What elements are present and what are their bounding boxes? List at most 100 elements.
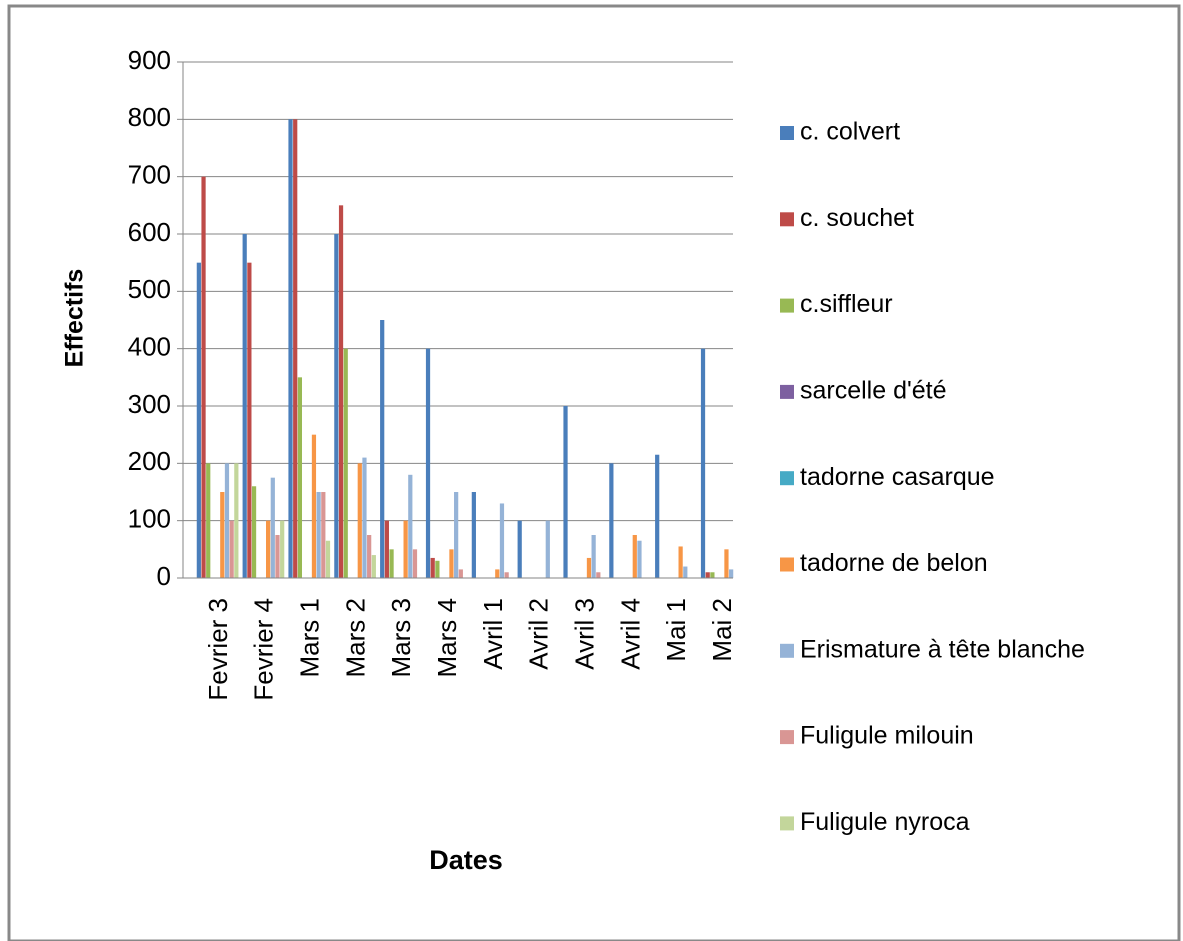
x-tick-label: Mars 1 xyxy=(294,598,324,677)
bar xyxy=(678,546,683,578)
x-axis-label: Dates xyxy=(429,845,503,875)
bar xyxy=(454,492,459,578)
bar xyxy=(591,535,596,578)
bar xyxy=(683,566,688,578)
bar xyxy=(297,377,303,578)
x-tick-label: Fevrier 4 xyxy=(249,598,279,701)
x-tick-label: Avril 3 xyxy=(569,598,599,670)
bar xyxy=(389,549,394,578)
legend-swatch xyxy=(780,212,794,227)
bar xyxy=(458,569,463,578)
bar xyxy=(321,492,326,578)
bar xyxy=(384,520,389,578)
bar xyxy=(471,492,476,578)
bar xyxy=(288,119,293,578)
bar xyxy=(316,492,321,578)
bar xyxy=(700,348,706,578)
y-axis-label: Effectifs xyxy=(61,269,89,368)
y-tick-label: 200 xyxy=(128,446,171,476)
bar xyxy=(325,540,331,578)
y-tick-label: 700 xyxy=(128,160,171,190)
bar xyxy=(504,572,509,578)
legend-label: Fuligule nyroca xyxy=(800,808,970,836)
bar xyxy=(247,262,252,578)
bar xyxy=(637,540,642,578)
bar xyxy=(724,549,729,578)
bar xyxy=(224,463,230,578)
y-tick-label: 300 xyxy=(128,389,171,419)
legend-swatch xyxy=(780,643,794,658)
x-tick-label: Mai 1 xyxy=(661,598,691,662)
y-tick-label: 600 xyxy=(128,217,171,247)
legend-label: c.siffleur xyxy=(800,290,893,318)
bar xyxy=(270,477,275,578)
bar xyxy=(729,569,734,578)
bar xyxy=(229,520,234,578)
legend-label: tadorne casarque xyxy=(800,463,995,491)
legend-label: c. souchet xyxy=(800,204,914,232)
bar xyxy=(293,119,298,578)
legend-label: Fuligule milouin xyxy=(800,722,974,750)
bar xyxy=(380,320,385,578)
bar xyxy=(338,205,344,579)
bar xyxy=(609,463,614,578)
bar xyxy=(371,555,376,578)
bar xyxy=(311,434,317,578)
bar xyxy=(206,463,211,578)
legend-swatch xyxy=(780,384,794,399)
bar xyxy=(343,348,348,578)
bar xyxy=(251,486,257,578)
x-tick-label: Avril 4 xyxy=(615,598,645,670)
frame xyxy=(7,4,1181,941)
bar xyxy=(275,535,280,578)
legend-swatch xyxy=(780,730,794,745)
bar xyxy=(495,569,500,578)
bar xyxy=(334,234,339,578)
bar xyxy=(357,463,362,578)
y-tick-label: 400 xyxy=(128,332,171,362)
legend-swatch xyxy=(780,298,794,313)
legend-swatch xyxy=(780,126,794,140)
x-tick-label: Mars 3 xyxy=(386,598,416,677)
y-tick-label: 0 xyxy=(157,561,171,591)
bar xyxy=(280,520,285,578)
legend-label: c. colvert xyxy=(800,118,900,146)
bar xyxy=(705,572,710,578)
bar xyxy=(266,520,271,578)
legend-label: Erismature à tête blanche xyxy=(800,635,1085,663)
x-tick-label: Fevrier 3 xyxy=(203,598,233,701)
x-tick-label: Mars 4 xyxy=(432,598,462,677)
bar xyxy=(201,176,206,578)
x-tick-label: Mai 2 xyxy=(707,598,737,662)
x-tick-label: Avril 1 xyxy=(478,598,508,670)
y-tick-label: 800 xyxy=(128,102,171,132)
bar xyxy=(499,503,505,578)
bar xyxy=(449,549,454,578)
bar xyxy=(367,535,372,578)
legend-swatch xyxy=(780,557,794,572)
x-tick-label: Avril 2 xyxy=(524,598,554,670)
bar xyxy=(517,520,522,578)
x-tick-label: Mars 2 xyxy=(340,598,370,677)
y-tick-label: 900 xyxy=(128,45,171,75)
legend-swatch xyxy=(780,471,794,486)
bar xyxy=(362,457,367,578)
bar xyxy=(425,348,431,578)
bar xyxy=(563,406,568,578)
bar xyxy=(408,474,413,578)
y-tick-label: 500 xyxy=(128,274,171,304)
bar xyxy=(655,454,660,578)
bar xyxy=(234,463,239,578)
bar xyxy=(220,492,225,578)
bar xyxy=(430,557,435,578)
legend-label: sarcelle d'été xyxy=(800,377,947,405)
bar xyxy=(632,535,637,578)
legend-swatch xyxy=(780,816,794,831)
y-tick-label: 100 xyxy=(128,504,171,534)
bar xyxy=(710,572,715,578)
bar xyxy=(403,520,408,578)
legend-label: tadorne de belon xyxy=(800,549,988,577)
bar xyxy=(242,234,247,578)
bar xyxy=(435,560,440,578)
